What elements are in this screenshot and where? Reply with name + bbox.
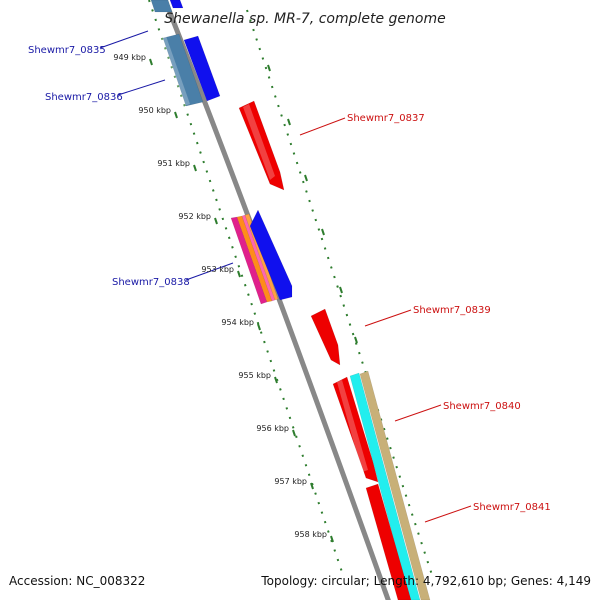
feature-0839-red[interactable] [310,308,341,366]
tick-label: 954 kbp [221,318,254,327]
outer-tick [321,228,325,236]
major-tick [257,323,261,331]
tick-label: 957 kbp [274,477,307,486]
feature-0838-orange-b[interactable] [244,213,279,301]
feature-highlight [243,104,275,180]
outer-tick [304,174,308,182]
feature-0840-tan[interactable] [359,370,431,600]
feature-0840-cyan[interactable] [349,372,421,600]
gene-label[interactable]: Shewmr7_0840 [443,401,521,412]
map-title: Shewanella sp. MR-7, complete genome [164,11,445,27]
feature-0840-red[interactable] [332,376,379,483]
feature-0835-steel[interactable] [150,0,173,13]
feature-highlight [160,36,190,106]
inner-tick-track [148,0,344,576]
outer-tick [354,336,358,344]
major-tick [193,164,197,172]
gene-leader-line [99,30,149,49]
gene-label[interactable]: Shewmr7_0839 [413,305,491,316]
tick-label: 956 kbp [256,424,289,433]
gene-label[interactable]: Shewmr7_0838 [112,277,190,288]
major-tick [292,429,296,437]
tick-label: 952 kbp [178,212,211,221]
major-tick [274,376,278,384]
tick-label: 958 kbp [294,530,327,539]
gene-leader-line [185,262,234,281]
tick-label: 953 kbp [201,265,234,274]
gene-labels: Shewmr7_0835 Shewmr7_0836 Shewmr7_0838 Shew… [28,30,551,523]
gene-leader-line [394,404,442,422]
tick-label: 955 kbp [238,371,271,380]
gene-leader-line [424,505,472,523]
gene-label[interactable]: Shewmr7_0837 [347,113,425,124]
major-tick [330,535,334,543]
topology-text: Topology: circular; Length: 4,792,610 bp… [261,574,591,588]
feature-0836-blue[interactable] [183,35,221,102]
major-tick [310,482,314,490]
major-tick [237,270,241,278]
feature-highlight [337,380,368,472]
feature-0838-blue[interactable] [249,209,293,301]
major-tick [174,111,178,119]
gene-label[interactable]: Shewmr7_0835 [28,45,106,56]
gene-leader-line [299,117,346,136]
outer-tick [339,286,343,294]
tick-label: 951 kbp [157,159,190,168]
feature-0837-red[interactable] [238,100,285,191]
gene-label[interactable]: Shewmr7_0841 [473,502,551,513]
accession-text: Accession: NC_008322 [9,574,146,588]
outer-tick [267,64,271,72]
gene-features [150,0,431,600]
tick-label: 950 kbp [138,106,171,115]
feature-0841-red[interactable] [365,483,412,600]
gene-leader-line [364,309,412,327]
tick-labels: 949 kbp 950 kbp 951 kbp 952 kbp 953 kbp 954 k… [113,53,327,539]
gene-leader-line [117,79,166,96]
feature-0835-blue[interactable] [169,0,184,9]
outer-tick [287,118,291,126]
tick-label: 949 kbp [113,53,146,62]
major-tick [214,217,218,225]
major-tick [149,58,153,66]
feature-0836-steel[interactable] [162,33,204,107]
gene-label[interactable]: Shewmr7_0836 [45,92,123,103]
